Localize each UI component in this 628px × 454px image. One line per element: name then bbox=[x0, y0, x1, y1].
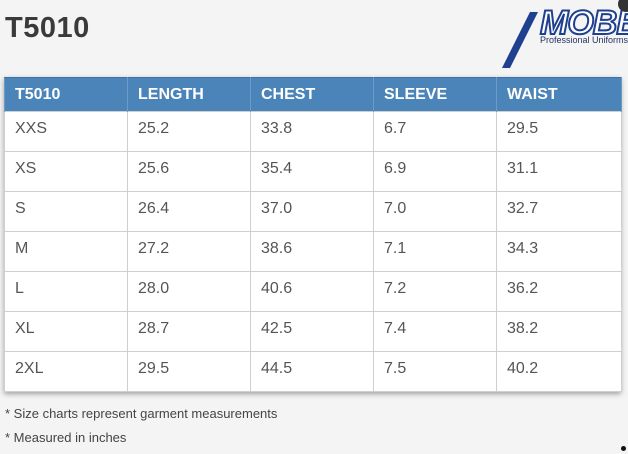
table-cell: 7.4 bbox=[373, 311, 497, 352]
table-row: M 27.2 38.6 7.1 34.3 bbox=[4, 231, 622, 272]
column-header: SLEEVE bbox=[373, 77, 497, 112]
table-cell: M bbox=[4, 231, 128, 272]
table-cell: 34.3 bbox=[496, 231, 622, 272]
dot-icon bbox=[621, 446, 626, 451]
table-cell: 25.6 bbox=[127, 151, 251, 192]
table-cell: S bbox=[4, 191, 128, 232]
size-chart-table: T5010 LENGTH CHEST SLEEVE WAIST XXS 25.2… bbox=[4, 77, 622, 392]
table-cell: 33.8 bbox=[250, 111, 374, 152]
table-cell: 40.2 bbox=[496, 351, 622, 392]
table-cell: 32.7 bbox=[496, 191, 622, 232]
footnote: * Measured in inches bbox=[5, 430, 127, 445]
table-cell: 6.7 bbox=[373, 111, 497, 152]
table-cell: 28.7 bbox=[127, 311, 251, 352]
column-header: WAIST bbox=[496, 77, 622, 112]
table-cell: 44.5 bbox=[250, 351, 374, 392]
table-cell: 25.2 bbox=[127, 111, 251, 152]
table-header-row: T5010 LENGTH CHEST SLEEVE WAIST bbox=[4, 77, 622, 112]
table-cell: 29.5 bbox=[496, 111, 622, 152]
table-row: 2XL 29.5 44.5 7.5 40.2 bbox=[4, 351, 622, 392]
logo-tagline: Professional Uniforms bbox=[540, 35, 628, 45]
table-cell: 6.9 bbox=[373, 151, 497, 192]
table-cell: 40.6 bbox=[250, 271, 374, 312]
table-cell: XS bbox=[4, 151, 128, 192]
page-title: T5010 bbox=[5, 12, 90, 44]
table-row: XL 28.7 42.5 7.4 38.2 bbox=[4, 311, 622, 352]
table-cell: 29.5 bbox=[127, 351, 251, 392]
table-cell: 31.1 bbox=[496, 151, 622, 192]
table-cell: XXS bbox=[4, 111, 128, 152]
table-cell: 38.2 bbox=[496, 311, 622, 352]
footnotes: * Size charts represent garment measurem… bbox=[5, 406, 277, 454]
table-cell: 7.1 bbox=[373, 231, 497, 272]
table-cell: XL bbox=[4, 311, 128, 352]
table-cell: 38.6 bbox=[250, 231, 374, 272]
table-row: S 26.4 37.0 7.0 32.7 bbox=[4, 191, 622, 232]
table-cell: 2XL bbox=[4, 351, 128, 392]
table-cell: 28.0 bbox=[127, 271, 251, 312]
column-header: T5010 bbox=[4, 77, 128, 112]
table-cell: 27.2 bbox=[127, 231, 251, 272]
table-cell: 26.4 bbox=[127, 191, 251, 232]
table-cell: 35.4 bbox=[250, 151, 374, 192]
logo-name: MOBB bbox=[539, 4, 628, 42]
table-cell: 37.0 bbox=[250, 191, 374, 232]
table-row: XXS 25.2 33.8 6.7 29.5 bbox=[4, 111, 622, 152]
table-cell: 7.2 bbox=[373, 271, 497, 312]
column-header: LENGTH bbox=[127, 77, 251, 112]
table-row: XS 25.6 35.4 6.9 31.1 bbox=[4, 151, 622, 192]
table-cell: 7.5 bbox=[373, 351, 497, 392]
table-row: L 28.0 40.6 7.2 36.2 bbox=[4, 271, 622, 312]
table-cell: 36.2 bbox=[496, 271, 622, 312]
logo-slash-icon bbox=[502, 12, 538, 68]
brand-logo: MOBB Professional Uniforms bbox=[500, 0, 628, 70]
footnote: * Size charts represent garment measurem… bbox=[5, 406, 278, 421]
table-cell: L bbox=[4, 271, 128, 312]
table-cell: 7.0 bbox=[373, 191, 497, 232]
corner-dot-icon bbox=[618, 0, 628, 12]
column-header: CHEST bbox=[250, 77, 374, 112]
table-cell: 42.5 bbox=[250, 311, 374, 352]
